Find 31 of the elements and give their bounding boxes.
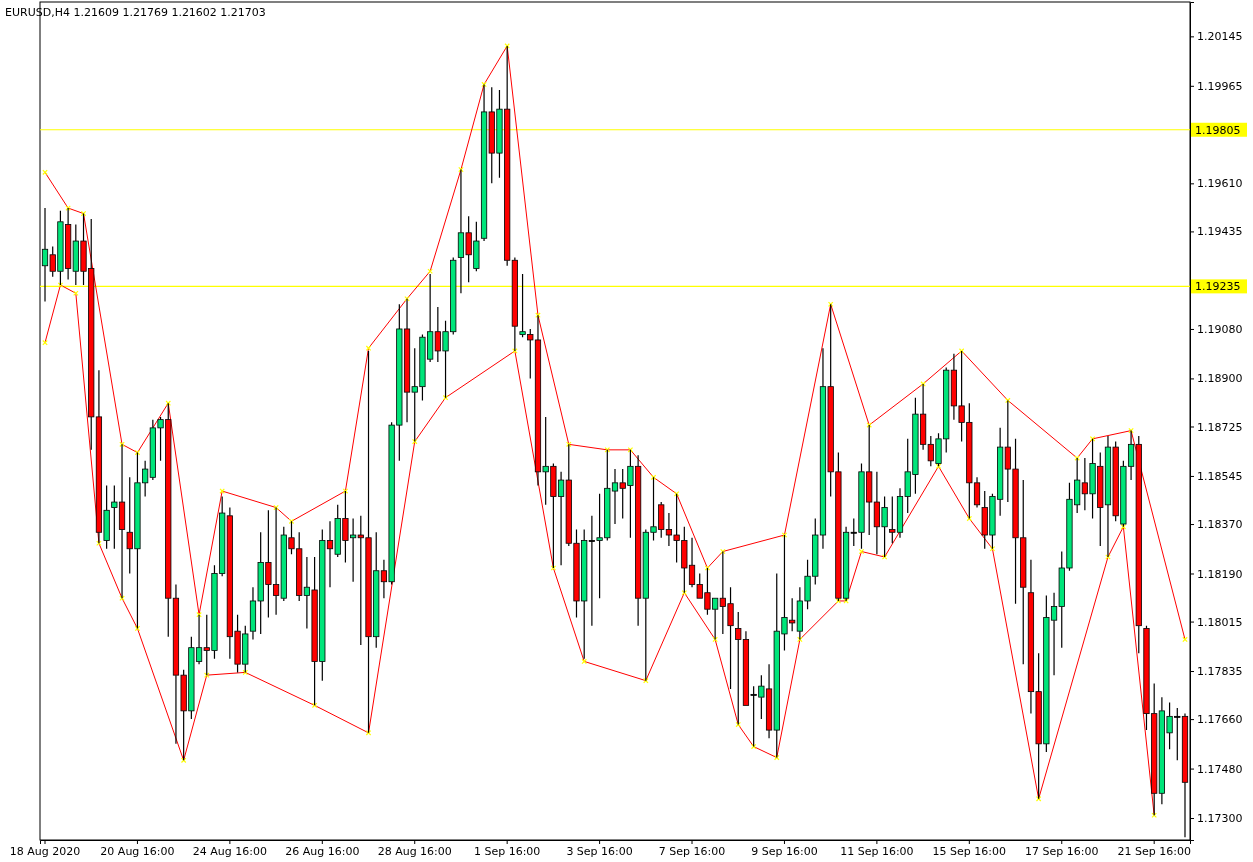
y-tick-label: 1.18015 [1197,615,1243,629]
chart-title: EURUSD,H4 1.21609 1.21769 1.21602 1.21703 [5,6,266,19]
x-tick-label: 26 Aug 16:00 [285,844,360,858]
y-tick-label: 1.18900 [1197,372,1243,386]
x-tick-label: 15 Sep 16:00 [932,844,1007,858]
y-tick-label: 1.17835 [1197,665,1243,679]
y-tick-label: 1.19080 [1197,322,1243,336]
x-tick-label: 28 Aug 16:00 [377,844,452,858]
y-tick-label: 1.19965 [1197,79,1243,93]
x-tick-label: 3 Sep 16:00 [566,844,633,858]
x-tick-label: 21 Sep 16:00 [1117,844,1191,858]
ref-line-label: 1.19235 [1195,280,1241,294]
x-tick-label: 9 Sep 16:00 [751,844,818,858]
y-tick-label: 1.17660 [1197,713,1243,727]
y-tick-label: 1.18190 [1197,567,1243,581]
x-tick-label: 11 Sep 16:00 [840,844,914,858]
y-tick-label: 1.17480 [1197,762,1243,776]
y-tick-label: 1.18370 [1197,518,1243,532]
y-tick-label: 1.18545 [1197,469,1243,483]
x-tick-label: 17 Sep 16:00 [1025,844,1099,858]
x-tick-label: 7 Sep 16:00 [658,844,726,858]
x-tick-label: 18 Aug 2020 [9,844,81,858]
y-tick-label: 1.20145 [1197,30,1243,44]
y-tick-label: 1.17300 [1197,812,1243,826]
x-tick-label: 1 Sep 16:00 [473,844,541,858]
ref-line-label: 1.19805 [1195,123,1241,137]
x-tick-label: 24 Aug 16:00 [192,844,267,858]
y-tick-label: 1.19610 [1197,177,1243,191]
y-tick-label: 1.18725 [1197,420,1243,434]
x-tick-label: 20 Aug 16:00 [100,844,175,858]
y-tick-label: 1.19435 [1197,225,1243,239]
